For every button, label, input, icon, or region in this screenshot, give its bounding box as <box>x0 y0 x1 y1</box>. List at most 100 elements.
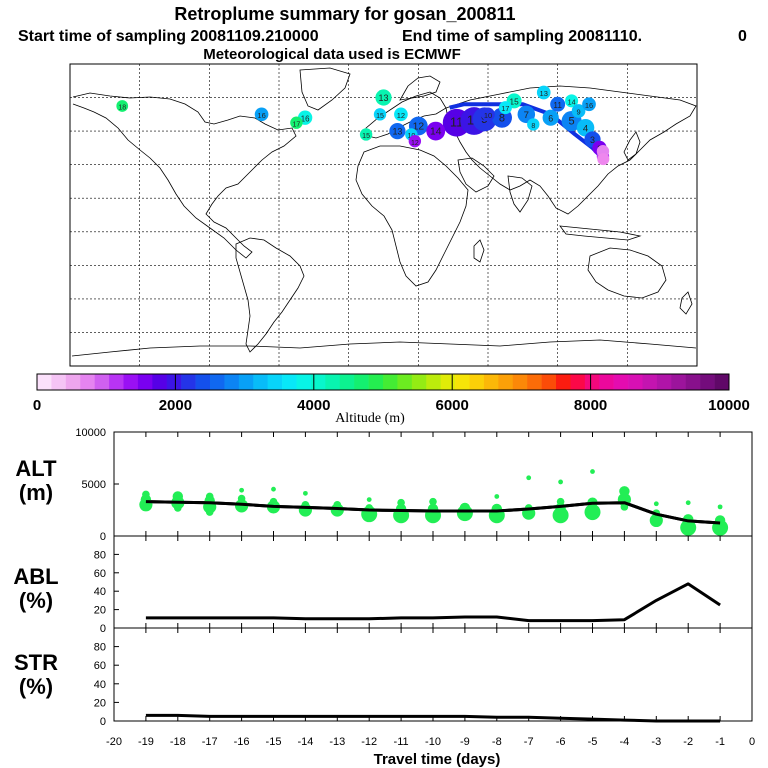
plume-cluster-label: 15 <box>362 133 370 140</box>
colorbar-swatch <box>671 374 687 390</box>
plume-cluster-label: 13 <box>379 93 389 103</box>
plume-cluster-marker <box>550 96 566 112</box>
plume-cluster-label: 14 <box>430 127 442 138</box>
plume-cluster-marker <box>254 107 269 122</box>
colorbar-swatch <box>166 374 182 390</box>
alt-cluster-point <box>590 469 595 474</box>
plume-cluster-label: 16 <box>585 101 593 110</box>
alt-cluster-point <box>269 497 278 506</box>
colorbar-swatch <box>368 374 384 390</box>
colorbar-swatch <box>296 374 312 390</box>
colorbar-swatch <box>195 374 211 390</box>
colorbar-swatch <box>383 374 398 390</box>
plume-cluster-label: 5 <box>569 116 575 128</box>
str-panel-unit: (%) <box>19 674 53 699</box>
colorbar-swatch <box>469 374 485 390</box>
alt-y-tick-label: 0 <box>100 531 106 543</box>
str-y-tick-label: 60 <box>94 660 106 672</box>
x-tick-label: -17 <box>202 736 218 748</box>
plume-cluster-marker <box>565 94 579 108</box>
alt-cluster-point <box>494 494 500 499</box>
colorbar-swatch <box>80 374 95 390</box>
alt-cluster-point <box>556 497 565 506</box>
coast-india <box>507 175 533 213</box>
alt-cluster-point <box>172 491 183 502</box>
colorbar-swatch <box>282 374 297 390</box>
coast-new-zealand <box>679 291 693 315</box>
colorbar-swatch <box>37 374 52 390</box>
coast-japan <box>623 131 641 161</box>
colorbar-swatch <box>181 374 196 390</box>
alt-cluster-point <box>205 492 214 501</box>
plume-cluster-label: 3 <box>590 135 595 145</box>
str-series-line <box>145 713 721 723</box>
str-panel-label: STR <box>14 650 58 675</box>
colorbar-swatch <box>339 374 355 390</box>
colorbar-swatch <box>51 374 67 390</box>
colorbar-tick-label: 0 <box>33 397 41 414</box>
colorbar-swatch <box>137 374 153 390</box>
alt-cluster-point <box>303 490 308 496</box>
plume-cluster-label: 17 <box>293 121 301 128</box>
plume-cluster-marker <box>375 89 392 106</box>
colorbar-swatch <box>94 374 110 390</box>
str-y-tick-label: 20 <box>94 697 106 709</box>
colorbar-swatch <box>700 374 715 390</box>
colorbar-tick-label: 4000 <box>297 397 330 414</box>
colorbar-swatch <box>109 374 124 390</box>
x-axis-ticks: -20 -19 -18 -17 -16 -15 -14 -13 -12 -11 -10 -9 -8 -7-… <box>106 736 755 748</box>
colorbar-swatch <box>541 374 557 390</box>
colorbar-swatch <box>325 374 341 390</box>
colorbar-swatch <box>426 374 441 390</box>
colorbar-swatch <box>440 374 456 390</box>
coast-antarctica <box>71 339 697 357</box>
colorbar-swatch <box>656 374 672 390</box>
colorbar-swatch <box>570 374 586 390</box>
colorbar-title: Altitude (m) <box>335 411 405 426</box>
colorbar-swatch <box>397 374 413 390</box>
x-tick-label: -10 <box>425 736 441 748</box>
alt-cluster-point <box>239 487 245 493</box>
abl-y-tick-label: 0 <box>100 623 106 635</box>
x-tick-label: -5 <box>588 736 598 748</box>
plume-cluster-marker <box>116 100 129 112</box>
plume-cluster-label: 15 <box>510 98 520 107</box>
coast-south-america <box>235 237 305 353</box>
plume-cluster-label: 13 <box>540 89 548 98</box>
x-tick-label: -13 <box>329 736 345 748</box>
colorbar-swatch <box>224 374 240 390</box>
coast-indonesia <box>559 225 642 241</box>
colorbar-swatch <box>642 374 658 390</box>
alt-series-line-overlay <box>145 500 721 525</box>
x-tick-label: -3 <box>651 736 661 748</box>
plume-cluster-label: 15 <box>376 113 384 120</box>
abl-y-tick-label: 60 <box>94 568 106 580</box>
colorbar-swatch <box>599 374 614 390</box>
plume-cluster-label: 11 <box>553 101 562 110</box>
plume-cluster-label: 11 <box>450 114 464 129</box>
x-tick-label: -7 <box>524 736 534 748</box>
x-tick-label: -8 <box>492 736 502 748</box>
x-tick-label: -11 <box>394 736 409 748</box>
colorbar-swatch <box>152 374 168 390</box>
abl-y-tick-label: 40 <box>94 586 106 598</box>
x-tick-label: 0 <box>749 736 755 748</box>
plume-cluster-label: 8 <box>531 123 535 130</box>
colorbar-swatch <box>210 374 225 390</box>
coast-madagascar <box>473 239 485 263</box>
alt-cluster-point <box>205 508 214 516</box>
x-tick-label: -15 <box>266 736 282 748</box>
plume-cluster-marker <box>373 108 387 121</box>
plume-cluster-label: 12 <box>413 122 425 133</box>
plume-cluster-label: 13 <box>392 127 402 137</box>
str-panel: 0 20 40 60 80 <box>94 627 753 728</box>
plume-cluster-marker <box>582 97 596 112</box>
colorbar-swatch <box>253 374 268 390</box>
x-tick-label: -6 <box>556 736 566 748</box>
colorbar-swatch <box>685 374 701 390</box>
plume-cluster-marker <box>542 109 559 126</box>
plume-cluster-label: 7 <box>524 110 529 121</box>
map-coastlines <box>71 67 697 357</box>
plume-cluster-label: 16 <box>257 111 265 120</box>
